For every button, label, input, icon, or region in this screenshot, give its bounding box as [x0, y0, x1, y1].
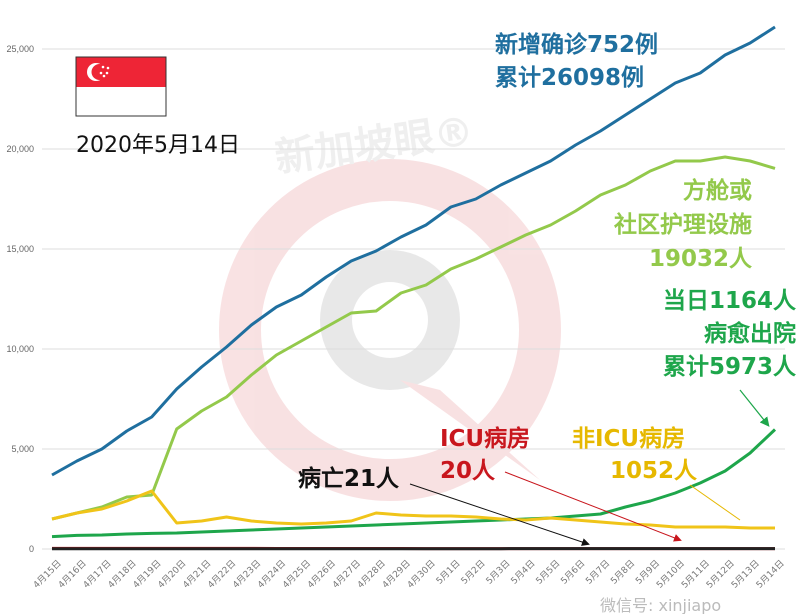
x-tick-label: 5月4日 — [509, 558, 538, 587]
annotation-arrow — [739, 389, 770, 427]
y-tick-label: 20,000 — [6, 144, 34, 154]
y-tick-label: 5,000 — [11, 444, 34, 454]
annotation-discharged: 当日1164人 病愈出院 累计5973人 — [663, 288, 797, 380]
watermark-wechat: 微信号: xinjiapo — [600, 596, 721, 614]
x-tick-label: 5月6日 — [559, 558, 588, 587]
annotation-line: ICU病房 — [440, 425, 530, 452]
annotation-icu: ICU病房 20人 — [440, 425, 530, 484]
annotation-line: 病愈出院 — [704, 320, 796, 347]
annotation-line: 20人 — [440, 458, 496, 484]
chart-title: 2020年5月14日 — [76, 133, 240, 158]
x-axis: 4月15日4月16日4月17日4月18日4月19日4月20日4月21日4月22日… — [31, 558, 787, 591]
x-tick-label: 5月7日 — [584, 558, 613, 587]
y-axis: 0 5,000 10,000 15,000 20,000 25,000 — [6, 44, 34, 554]
annotation-deaths: 病亡21人 — [298, 465, 400, 492]
annotation-arrow — [504, 471, 682, 542]
series-line — [51, 428, 777, 539]
annotation-confirmed: 新增确诊752例 累计26098例 — [495, 31, 658, 91]
y-tick-label: 0 — [29, 544, 34, 554]
annotation-non-icu: 非ICU病房 1052人 — [572, 425, 698, 484]
x-tick-label: 5月3日 — [484, 558, 513, 587]
x-tick-label: 4月30日 — [405, 558, 438, 591]
annotation-line: 新增确诊752例 — [495, 31, 658, 58]
annotation-line: 社区护理设施 — [614, 211, 752, 238]
y-tick-label: 15,000 — [6, 244, 34, 254]
annotation-line: 累计26098例 — [495, 65, 644, 91]
series-line — [51, 155, 776, 521]
annotation-line: 1052人 — [610, 458, 698, 484]
x-tick-label: 5月14日 — [754, 558, 787, 591]
x-tick-label: 5月5日 — [534, 558, 563, 587]
annotation-line: 19032人 — [649, 246, 753, 272]
grid — [42, 48, 785, 550]
watermark-logo: 新加坡眼® — [219, 108, 561, 501]
series-lines — [51, 25, 777, 551]
y-tick-label: 10,000 — [6, 344, 34, 354]
singapore-flag-icon — [75, 56, 167, 117]
series-line — [51, 489, 775, 530]
annotation-arrow — [409, 483, 590, 546]
x-tick-label: 5月8日 — [609, 558, 638, 587]
x-tick-label: 5月1日 — [434, 558, 463, 587]
annotation-line: 当日1164人 — [663, 288, 797, 314]
annotation-line: 方舱或 — [683, 177, 752, 204]
annotation-community: 方舱或 社区护理设施 19032人 — [614, 177, 753, 272]
annotation-arrow — [689, 484, 741, 521]
series-line — [51, 25, 776, 477]
y-tick-label: 25,000 — [6, 44, 34, 54]
annotation-line: 累计5973人 — [663, 354, 797, 380]
x-tick-label: 5月2日 — [459, 558, 488, 587]
annotation-line: 非ICU病房 — [572, 425, 685, 452]
